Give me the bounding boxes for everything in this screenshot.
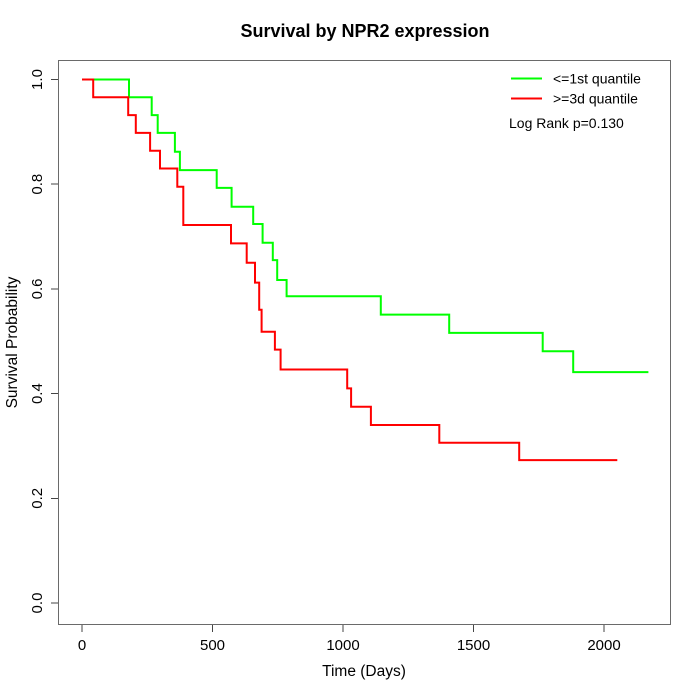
chart-title: Survival by NPR2 expression — [240, 21, 489, 41]
annotation-log-rank: Log Rank p=0.130 — [509, 115, 624, 131]
y-tick-label: 0.8 — [29, 174, 46, 195]
plot-box — [58, 60, 671, 625]
y-axis: 0.0 0.2 0.4 0.6 0.8 1.0 — [29, 69, 58, 613]
x-axis-title: Time (Days) — [322, 663, 406, 680]
y-tick-label: 0.0 — [29, 593, 46, 614]
legend-label: <=1st quantile — [553, 70, 641, 86]
x-tick-label: 1000 — [326, 637, 359, 654]
legend: <=1st quantile >=3d quantile Log Rank p=0.… — [509, 70, 641, 131]
x-tick-label: 1500 — [457, 637, 490, 654]
x-axis: 0 500 1000 1500 2000 — [78, 625, 621, 654]
legend-label: >=3d quantile — [553, 90, 638, 106]
y-tick-label: 0.2 — [29, 488, 46, 509]
survival-curves — [82, 78, 649, 462]
y-tick-label: 1.0 — [29, 69, 46, 90]
y-tick-label: 0.6 — [29, 278, 46, 299]
y-tick-label: 0.4 — [29, 383, 46, 404]
x-tick-label: 0 — [78, 637, 86, 654]
y-axis-title: Survival Probability — [4, 276, 21, 408]
survival-curve-low-expression — [82, 78, 649, 374]
x-tick-label: 500 — [200, 637, 225, 654]
survival-curve-high-expression — [82, 78, 618, 462]
x-tick-label: 2000 — [587, 637, 620, 654]
